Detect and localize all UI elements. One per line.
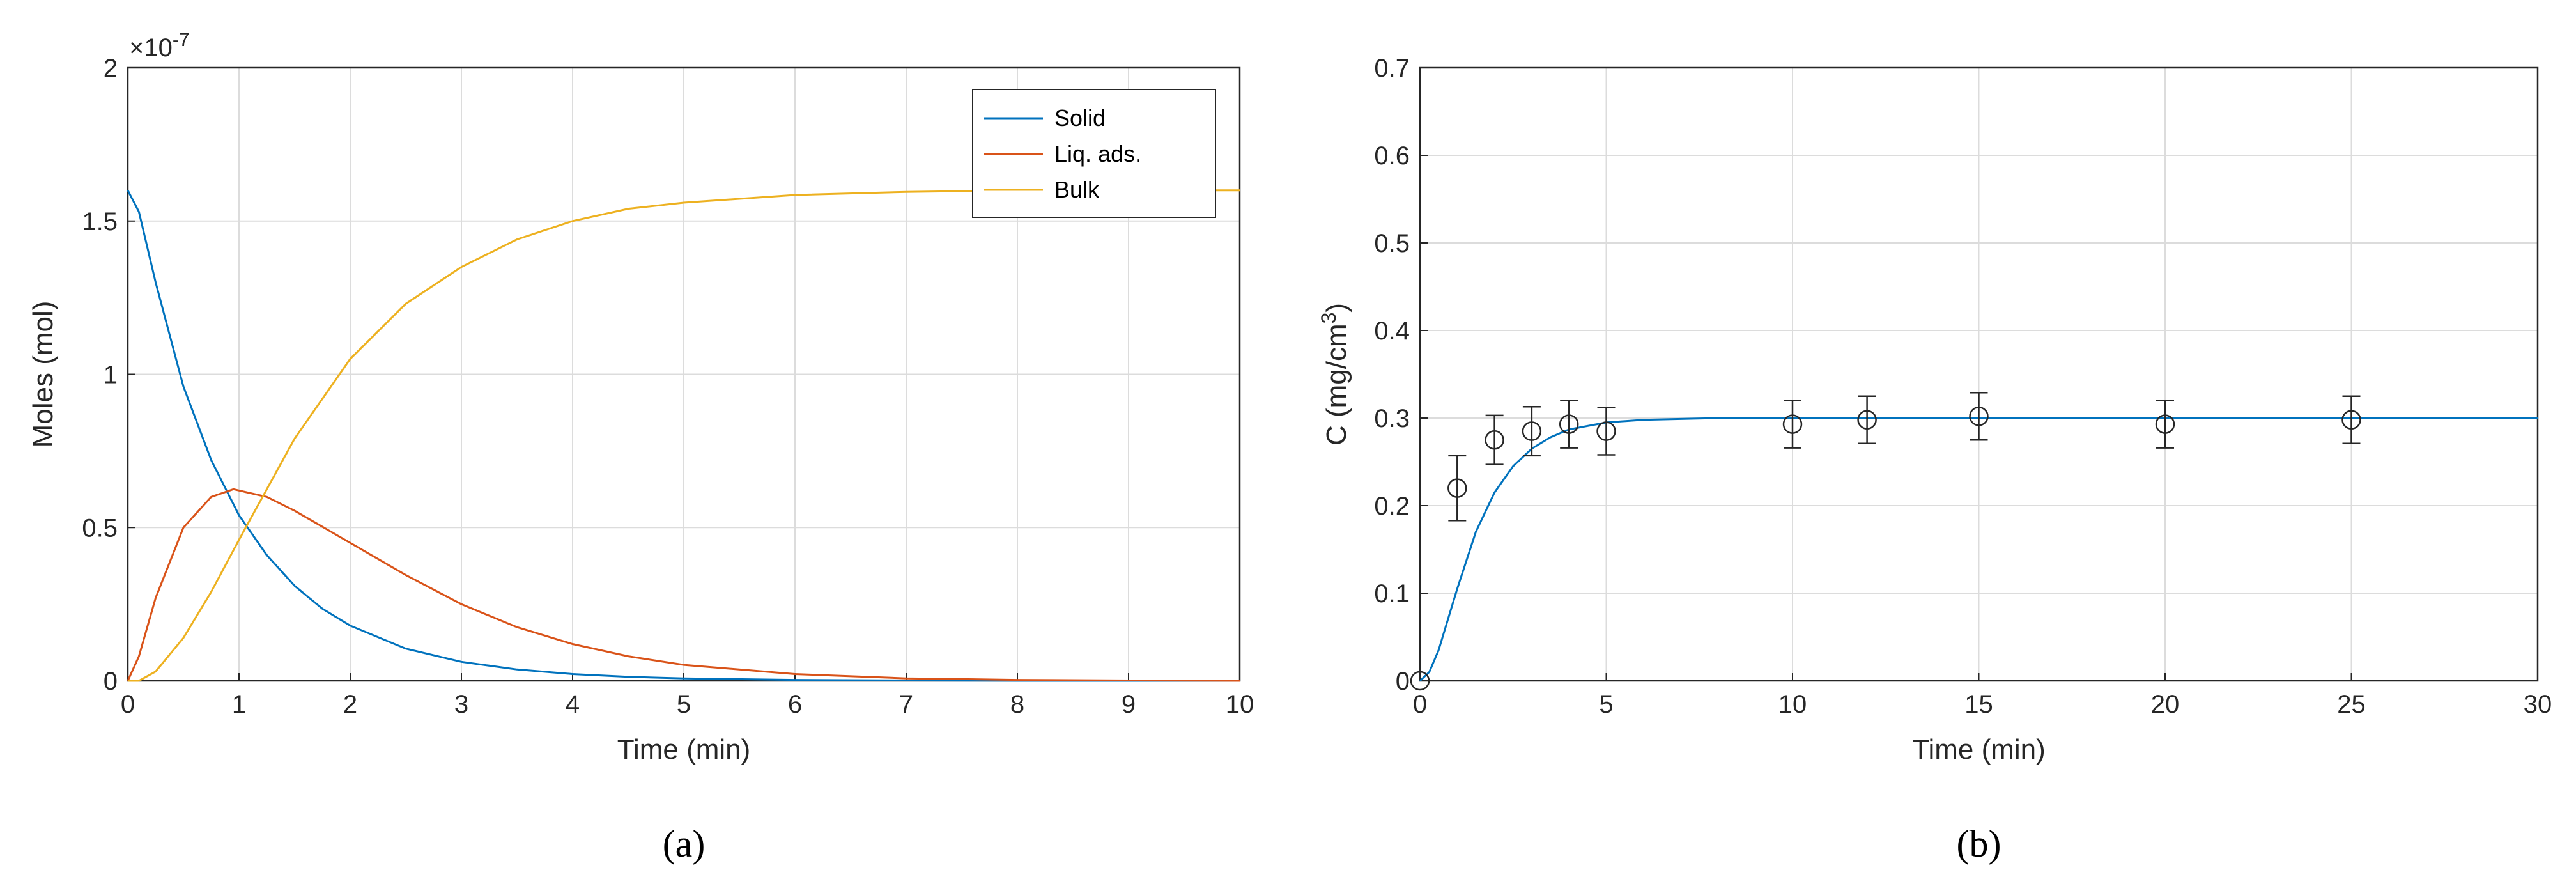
data-point xyxy=(1596,421,1616,441)
legend: Solid Liq. ads. Bulk xyxy=(972,89,1216,218)
x-tick-label: 10 xyxy=(1778,690,1807,719)
y-tick-label: 0 xyxy=(104,667,118,696)
x-tick-label: 25 xyxy=(2337,690,2366,719)
x-tick-label: 10 xyxy=(1226,690,1254,719)
x-tick-label: 30 xyxy=(2524,690,2552,719)
x-tick-label: 0 xyxy=(121,690,135,719)
data-point xyxy=(2341,410,2361,430)
series-line-solid xyxy=(127,190,1240,682)
y-tick-label: 0.2 xyxy=(1374,492,1410,520)
data-point xyxy=(1969,407,1989,426)
y-tick-label: 0.3 xyxy=(1374,405,1410,433)
x-tick-label: 9 xyxy=(1122,690,1136,719)
y-tick-label: 0.5 xyxy=(82,514,118,542)
x-tick-label: 20 xyxy=(2151,690,2180,719)
x-tick-label: 7 xyxy=(899,690,913,719)
y-exponent-base: ×10 xyxy=(129,34,173,62)
x-tick-label: 6 xyxy=(788,690,802,719)
panel-caption: (b) xyxy=(1957,823,2001,865)
y-exponent-label: ×10-7 xyxy=(129,29,190,62)
series-line-bulk xyxy=(128,189,1240,682)
y-axis-label-end: ) xyxy=(1321,303,1352,313)
axes-box xyxy=(1419,66,2539,682)
x-axis-label: Time (min) xyxy=(1912,734,2046,765)
y-axis-label-main: C (mg/cm xyxy=(1321,323,1352,446)
data-point xyxy=(1782,414,1803,434)
legend-entry-label: Liq. ads. xyxy=(1054,141,1141,167)
y-tick-label: 1.5 xyxy=(82,208,118,236)
panel-caption-text: (a) xyxy=(663,823,706,865)
data-point xyxy=(2155,414,2175,434)
axes-box xyxy=(127,66,1241,682)
y-exponent-power: -7 xyxy=(173,29,190,51)
data-point xyxy=(1410,671,1430,691)
y-axis-label: Moles (mol) xyxy=(27,301,59,448)
x-tick-label: 0 xyxy=(1413,690,1427,719)
data-point xyxy=(1447,478,1467,498)
y-tick-label: 0.4 xyxy=(1374,317,1410,345)
x-tick-label: 1 xyxy=(232,690,246,719)
panel-caption: (a) xyxy=(663,823,706,865)
x-tick-label: 5 xyxy=(1599,690,1613,719)
y-tick-label: 0.7 xyxy=(1374,54,1410,82)
data-point xyxy=(1485,430,1504,450)
x-tick-label: 5 xyxy=(677,690,691,719)
y-tick-label: 0.6 xyxy=(1374,142,1410,170)
data-point xyxy=(1522,421,1542,441)
chart-panel-b: 0 5 10 15 20 25 30 0 0.1 0.2 0.3 0.4 0.5 0.6 0.7 Time (… xyxy=(1317,54,2552,865)
data-point xyxy=(1559,414,1579,434)
y-tick-label: 0 xyxy=(1396,667,1410,696)
y-tick-label: 0.1 xyxy=(1374,580,1410,608)
legend-entry-label: Bulk xyxy=(1054,176,1100,203)
chart-panel-a: 0 1 2 3 4 5 6 7 8 9 10 0 0.5 1 1.5 2 Time (min) (a) Moles … xyxy=(27,29,1254,865)
legend-entry-label: Solid xyxy=(1054,105,1106,131)
x-tick-label: 15 xyxy=(1964,690,1993,719)
y-axis-label-sup: 3 xyxy=(1317,313,1340,324)
data-point xyxy=(1857,410,1877,430)
x-tick-label: 4 xyxy=(566,690,580,719)
series-line-liq-ads xyxy=(127,488,1240,682)
y-tick-label: 1 xyxy=(104,361,118,389)
y-tick-label: 2 xyxy=(104,54,118,82)
panel-caption-text: (b) xyxy=(1957,823,2001,865)
x-tick-label: 3 xyxy=(454,690,468,719)
y-axis-label: C (mg/cm3) xyxy=(1317,303,1352,446)
x-axis-label: Time (min) xyxy=(617,734,751,765)
model-curve-line xyxy=(1419,417,2538,682)
y-tick-label: 0.5 xyxy=(1374,229,1410,258)
x-tick-label: 2 xyxy=(343,690,357,719)
x-tick-label: 8 xyxy=(1010,690,1024,719)
